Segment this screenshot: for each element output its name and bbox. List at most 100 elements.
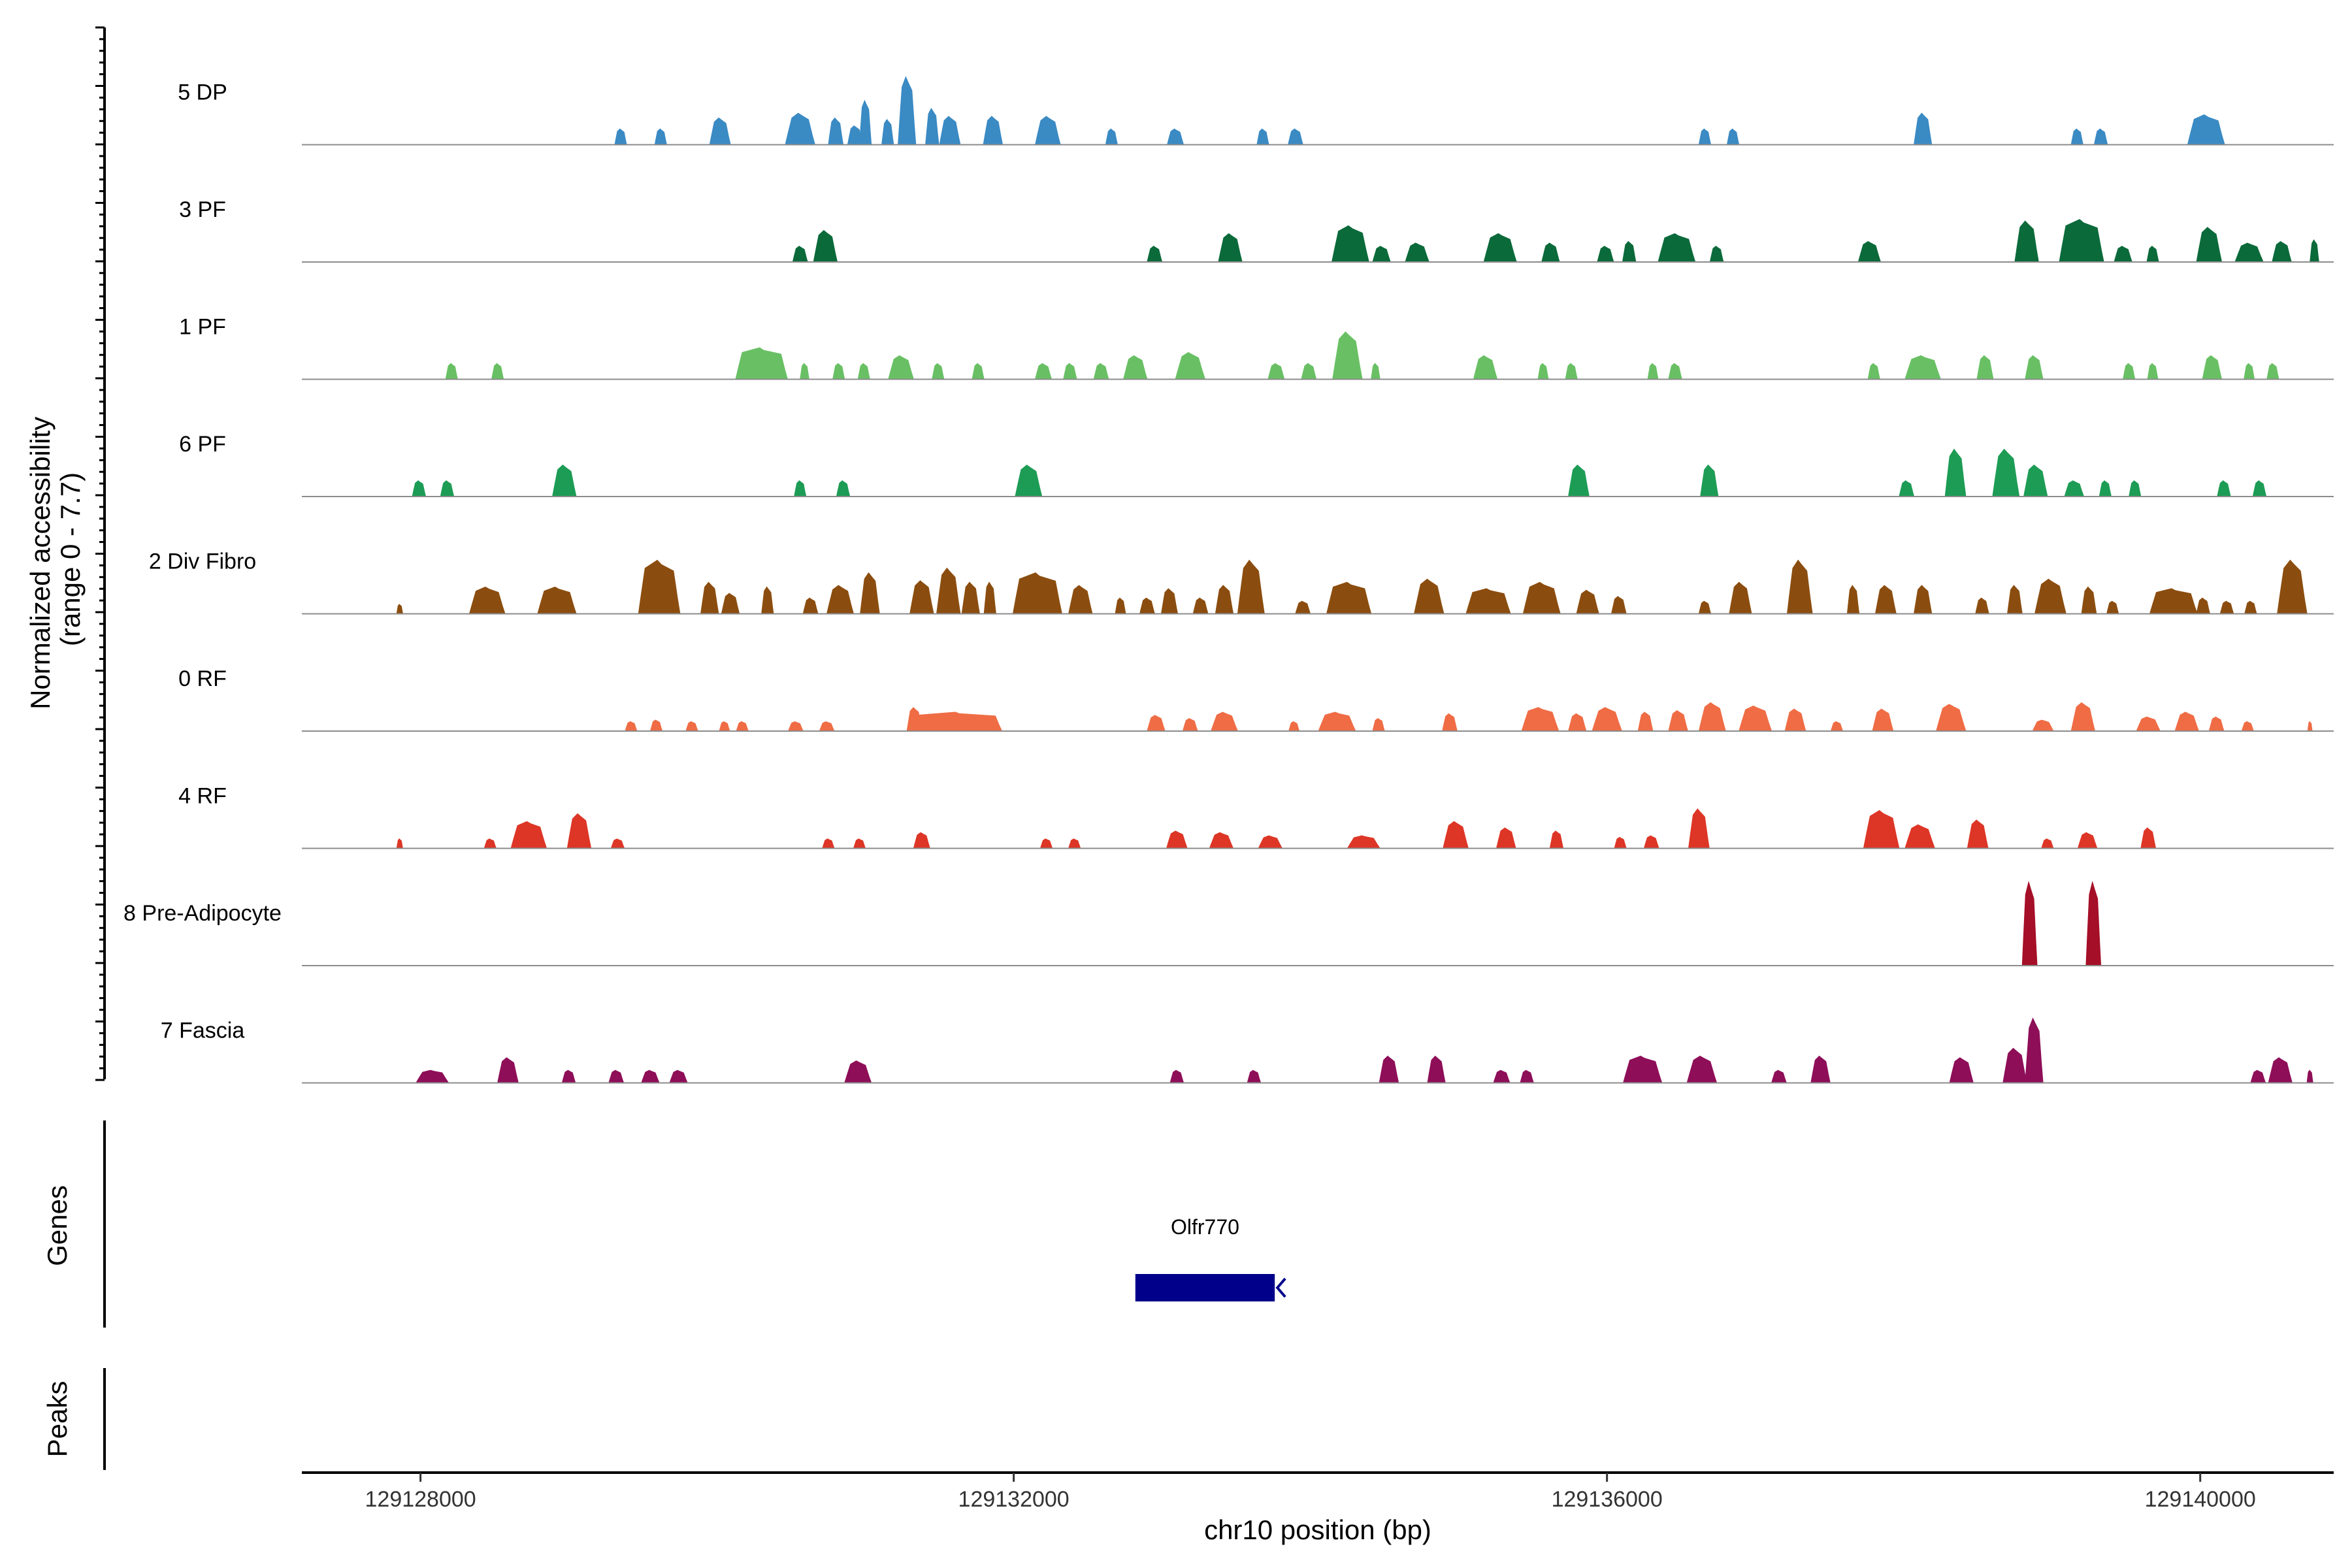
coverage-peak — [445, 363, 459, 380]
coverage-peak — [925, 107, 939, 145]
coverage-peak — [1668, 363, 1682, 380]
coverage-peak — [736, 721, 749, 732]
coverage-peak — [2149, 588, 2198, 614]
coverage-peak — [561, 1070, 576, 1083]
coverage-peak — [1647, 363, 1659, 380]
coverage-peak — [1688, 808, 1710, 849]
coverage-peak — [468, 586, 506, 614]
coverage-peak — [2025, 355, 2044, 380]
coverage-peak — [1976, 355, 1994, 380]
x-tick-label: 129136000 — [1552, 1487, 1663, 1512]
coverage-peak — [1347, 835, 1381, 849]
coverage-peak — [709, 117, 731, 145]
coverage-peak — [610, 838, 625, 849]
track-4-rf: 4 RF — [178, 784, 2334, 849]
coverage-peak — [936, 567, 961, 614]
coverage-peak — [794, 480, 807, 497]
coverage-peak — [2002, 1047, 2027, 1083]
coverage-peak — [2093, 128, 2108, 145]
coverage-peak — [1147, 246, 1163, 263]
coverage-peak — [2129, 480, 2142, 497]
coverage-peak — [761, 586, 774, 614]
coverage-peak — [1935, 704, 1967, 732]
coverage-peak — [2208, 716, 2225, 732]
coverage-peak — [1258, 835, 1283, 849]
coverage-peak — [1371, 363, 1380, 380]
coverage-peak — [2268, 1057, 2293, 1083]
coverage-peak — [1867, 363, 1881, 380]
coverage-peak — [1643, 835, 1659, 849]
coverage-peak — [685, 721, 698, 732]
track-2-div-fibro: 2 Div Fibro — [149, 549, 2334, 615]
coverage-peak — [822, 838, 835, 849]
coverage-peak — [2136, 716, 2161, 732]
peaks-track-label: Peaks — [42, 1381, 73, 1458]
coverage-peak — [1967, 819, 1989, 849]
coverage-peak — [2310, 239, 2319, 263]
y-axis-title: Normalized accessibility (range 0 - 7.7) — [25, 409, 86, 710]
coverage-peak — [1784, 708, 1806, 732]
coverage-peak — [913, 832, 931, 849]
coverage-peak — [1332, 331, 1363, 380]
coverage-peak — [1068, 838, 1081, 849]
coverage-peak — [1182, 718, 1198, 732]
coverage-peak — [792, 246, 808, 263]
coverage-peak — [1215, 585, 1234, 614]
coverage-peak — [832, 363, 845, 380]
y-axis — [95, 26, 106, 1081]
coverage-peak — [1372, 246, 1391, 263]
coverage-peak — [2085, 881, 2102, 966]
gene-label: Olfr770 — [1171, 1215, 1239, 1239]
coverage-peak — [2272, 240, 2292, 263]
coverage-peak — [858, 99, 872, 145]
coverage-peak — [735, 347, 789, 380]
coverage-peak — [1568, 464, 1590, 497]
coverage-peak — [972, 363, 985, 380]
coverage-peak — [1247, 1070, 1262, 1083]
coverage-peak — [2306, 1070, 2313, 1083]
coverage-peak — [1610, 596, 1627, 614]
coverage-peak — [1105, 128, 1119, 145]
x-axis-ticks: 129128000 129132000 129136000 129140000 — [365, 1473, 2256, 1512]
coverage-peak — [844, 1060, 872, 1083]
track-label: 1 PF — [179, 315, 226, 340]
coverage-peak — [1068, 585, 1093, 614]
coverage-peak — [2041, 838, 2054, 849]
coverage-peak — [1614, 837, 1627, 849]
coverage-peak — [1863, 809, 1900, 849]
coverage-peak — [1139, 597, 1155, 614]
coverage-peak — [2034, 578, 2066, 614]
genes-track: Genes Olfr770 — [42, 1120, 1286, 1328]
coverage-peak — [1473, 355, 1498, 380]
coverage-peak — [669, 1070, 688, 1083]
y-axis-title-line1: Normalized accessibility — [25, 417, 56, 710]
coverage-peak — [638, 559, 681, 614]
coverage-peak — [1169, 1070, 1184, 1083]
coverage-peak — [836, 480, 851, 497]
coverage-peak — [1495, 827, 1516, 849]
x-axis-title: chr10 position (bp) — [1204, 1514, 1431, 1545]
coverage-peak — [1700, 464, 1719, 497]
coverage-peak — [1122, 355, 1148, 380]
coverage-peak — [2099, 480, 2112, 497]
coverage-peak — [2219, 600, 2234, 614]
peaks-track: Peaks — [42, 1368, 106, 1470]
coverage-peak — [1295, 600, 1311, 614]
coverage-peak — [1541, 242, 1560, 263]
coverage-peak — [2241, 721, 2255, 732]
coverage-peak — [2146, 246, 2159, 263]
coverage-peak — [2250, 1070, 2266, 1083]
coverage-peak — [819, 721, 835, 732]
coverage-peak — [1549, 830, 1564, 849]
coverage-peak — [1857, 241, 1882, 263]
coverage-peak — [1379, 1055, 1399, 1083]
coverage-peak — [2064, 480, 2085, 497]
coverage-peak — [1237, 559, 1265, 614]
coverage-peak — [1521, 707, 1560, 732]
track-label: 2 Div Fibro — [149, 549, 256, 574]
coverage-peak — [497, 1057, 519, 1083]
gene-body — [1135, 1274, 1275, 1301]
coverage-peak — [2081, 586, 2097, 614]
coverage-peak — [800, 363, 809, 380]
